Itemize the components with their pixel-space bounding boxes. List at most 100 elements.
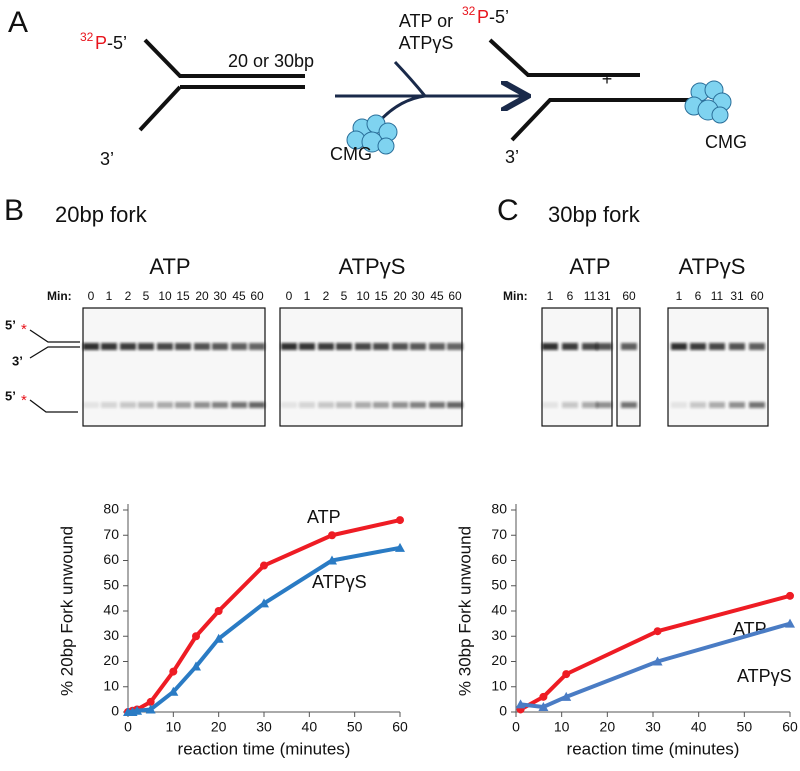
gel-band <box>447 343 463 350</box>
point <box>539 692 548 701</box>
lane-label: 60 <box>250 289 264 303</box>
gel-band <box>83 402 99 408</box>
min-label: Min: <box>47 289 72 303</box>
series-label: ATPγS <box>312 572 367 592</box>
lane-label: 0 <box>286 289 293 303</box>
point <box>327 555 337 565</box>
gel-band <box>671 343 687 350</box>
point <box>214 607 223 615</box>
fork-products <box>488 38 690 142</box>
marker-label: 5’ <box>5 388 16 403</box>
gel-band <box>212 402 228 408</box>
point <box>260 561 268 570</box>
gel-band <box>281 402 297 408</box>
gel-band <box>596 343 612 350</box>
reagent: ATP or <box>399 11 453 31</box>
y-tick-label: 60 <box>491 551 507 567</box>
end-label: -5’ <box>107 33 127 53</box>
lane-label: 6 <box>567 289 574 303</box>
x-tick-label: 20 <box>600 719 616 735</box>
y-tick-label: 50 <box>103 576 119 592</box>
lane-label: 5 <box>143 289 150 303</box>
gel-band <box>249 343 265 350</box>
marker-label: 3’ <box>12 353 23 368</box>
gel-band <box>157 402 173 408</box>
lane-label: 0 <box>88 289 95 303</box>
gel-frame <box>541 307 613 427</box>
isotope-element: P <box>95 33 107 53</box>
x-tick-label: 60 <box>782 719 798 735</box>
gel-band <box>212 343 228 350</box>
gel-band <box>138 402 154 408</box>
marker-star: * <box>21 392 27 409</box>
gel-band <box>542 343 558 350</box>
gel-title: ATP <box>569 254 610 279</box>
lane-label: 1 <box>106 289 113 303</box>
y-tick-label: 20 <box>103 652 119 668</box>
gel-band <box>582 402 598 408</box>
gel-band <box>175 343 191 350</box>
point <box>328 531 336 540</box>
gel-band <box>709 343 725 350</box>
y-tick-label: 30 <box>491 627 507 643</box>
end-label: 3’ <box>505 147 519 167</box>
gel-band <box>749 402 765 408</box>
gel-band <box>690 402 706 408</box>
point <box>785 618 795 628</box>
lane-label: 11 <box>584 289 597 303</box>
gel-band <box>194 343 210 350</box>
gel-band <box>621 343 637 350</box>
gel-band <box>120 402 136 408</box>
lane-label: 6 <box>695 289 702 303</box>
gel-band <box>562 402 578 408</box>
x-tick-label: 40 <box>302 719 318 735</box>
point <box>213 633 224 643</box>
y-tick-label: 50 <box>491 576 507 592</box>
point <box>538 701 549 711</box>
gel-title: ATPγS <box>339 254 406 279</box>
gel-band <box>249 402 265 408</box>
point <box>396 516 404 525</box>
y-tick-label: 0 <box>499 703 507 719</box>
lane-label: 2 <box>323 289 330 303</box>
panel-label: A <box>8 6 28 39</box>
y-tick-label: 30 <box>103 627 119 643</box>
lane-label: 45 <box>232 289 246 303</box>
gel-frame <box>279 307 463 427</box>
cmg-icon <box>684 80 732 124</box>
x-tick-label: 30 <box>256 719 272 735</box>
y-tick-label: 20 <box>491 652 507 668</box>
y-tick-label: 70 <box>103 526 119 542</box>
gel-band <box>729 402 745 408</box>
point <box>786 591 794 600</box>
point <box>259 598 269 608</box>
lane-label: 1 <box>547 289 554 303</box>
series-label: ATPγS <box>737 666 792 686</box>
x-tick-label: 50 <box>347 719 363 735</box>
x-tick-label: 10 <box>166 719 182 735</box>
lane-label: 11 <box>711 289 724 303</box>
series-label: ATP <box>307 507 341 527</box>
lane-label: 30 <box>411 289 425 303</box>
panel-label: C <box>497 194 519 227</box>
panel-title: 30bp fork <box>548 202 641 227</box>
lane-label: 45 <box>430 289 444 303</box>
gel-band <box>299 402 315 408</box>
lane-label: 60 <box>750 289 764 303</box>
x-axis-label: reaction time (minutes) <box>567 739 740 758</box>
point <box>515 699 526 709</box>
lane-label: 31 <box>597 289 611 303</box>
gel-band <box>101 402 117 408</box>
gel-band <box>83 343 99 350</box>
fork-marker <box>29 329 80 359</box>
gel-band <box>410 343 426 350</box>
x-tick-label: 30 <box>645 719 661 735</box>
gel-band <box>120 343 136 350</box>
y-tick-label: 0 <box>111 703 119 719</box>
lane-label: 15 <box>176 289 190 303</box>
gel-band <box>299 343 315 350</box>
panel-title: 20bp fork <box>55 202 148 227</box>
point <box>132 705 143 715</box>
series-line <box>519 593 791 712</box>
x-axis-label: reaction time (minutes) <box>178 739 351 758</box>
